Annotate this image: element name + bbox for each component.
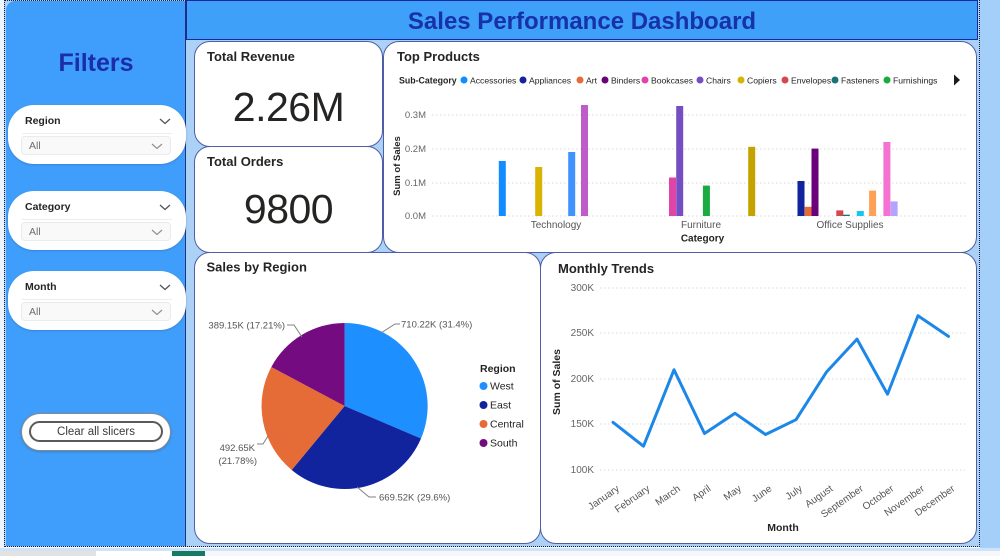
svg-text:Furnishings: Furnishings [893, 76, 937, 86]
svg-text:Sub-Category: Sub-Category [399, 76, 457, 86]
svg-text:February: February [613, 483, 652, 515]
svg-text:Category: Category [681, 234, 725, 245]
svg-text:710.22K (31.4%): 710.22K (31.4%) [401, 320, 472, 331]
svg-text:Fasteners: Fasteners [841, 76, 879, 86]
svg-text:April: April [691, 483, 714, 503]
svg-text:Bookcases: Bookcases [651, 76, 693, 86]
svg-text:Month: Month [767, 522, 799, 534]
svg-text:492.65K: 492.65K [220, 443, 256, 454]
svg-text:Accessories: Accessories [470, 76, 516, 86]
svg-text:150K: 150K [571, 419, 595, 430]
svg-text:May: May [722, 483, 744, 503]
svg-text:0.2M: 0.2M [405, 144, 426, 155]
svg-text:West: West [490, 381, 514, 393]
svg-text:Sum of Sales: Sum of Sales [392, 136, 403, 196]
svg-text:Copiers: Copiers [747, 76, 777, 86]
svg-text:Envelopes: Envelopes [791, 76, 831, 86]
svg-text:Monthly Trends: Monthly Trends [558, 261, 654, 276]
svg-text:389.15K (17.21%): 389.15K (17.21%) [208, 321, 285, 332]
svg-text:Furniture: Furniture [681, 220, 721, 231]
svg-text:200K: 200K [571, 374, 595, 385]
svg-text:0.1M: 0.1M [405, 178, 426, 189]
svg-text:East: East [490, 400, 511, 412]
svg-text:100K: 100K [571, 465, 595, 476]
svg-text:Chairs: Chairs [706, 76, 731, 86]
svg-text:Binders: Binders [611, 76, 640, 86]
svg-text:Technology: Technology [531, 220, 582, 231]
svg-text:300K: 300K [571, 283, 595, 294]
svg-text:Office Supplies: Office Supplies [816, 220, 883, 231]
svg-text:Top Products: Top Products [397, 49, 480, 64]
svg-text:Region: Region [480, 363, 516, 375]
svg-text:June: June [750, 483, 774, 505]
svg-text:0.0M: 0.0M [405, 211, 426, 222]
svg-text:March: March [654, 483, 683, 508]
svg-text:Sum of Sales: Sum of Sales [551, 349, 563, 415]
svg-text:Central: Central [490, 419, 524, 431]
svg-text:0.3M: 0.3M [405, 110, 426, 121]
svg-text:Sales by Region: Sales by Region [207, 260, 307, 275]
svg-text:669.52K (29.6%): 669.52K (29.6%) [379, 493, 450, 504]
svg-text:250K: 250K [571, 328, 595, 339]
svg-text:(21.78%): (21.78%) [218, 456, 257, 467]
svg-text:July: July [784, 483, 805, 502]
svg-text:Art: Art [586, 76, 598, 86]
svg-text:South: South [490, 438, 518, 450]
svg-text:Appliances: Appliances [529, 76, 571, 86]
